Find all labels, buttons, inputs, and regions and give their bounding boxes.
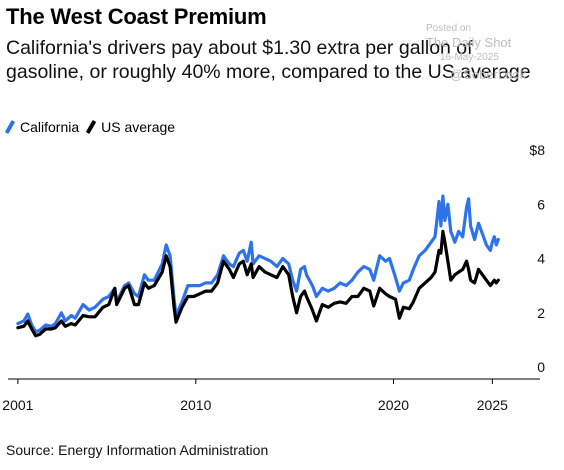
legend-item-california: California [4, 119, 80, 135]
watermark-handle: @SoberLook [450, 67, 527, 82]
y-tick-label-2: 2 [537, 305, 545, 321]
x-tick-label-2001: 2001 [2, 397, 33, 413]
x-tick-label-2025: 2025 [477, 397, 508, 413]
source-note: Source: Energy Information Administratio… [6, 442, 269, 458]
chart-subtitle: California's drivers pay about $1.30 ext… [6, 37, 531, 83]
chart-title: The West Coast Premium [6, 4, 267, 29]
series-line-california [16, 194, 500, 334]
x-tick-label-2020: 2020 [378, 397, 409, 413]
y-tick-label-6: 6 [537, 196, 545, 212]
chart-legend: California US average [4, 119, 185, 135]
watermark-posted-on: Posted on [426, 23, 472, 34]
legend-label-california: California [20, 119, 80, 135]
legend-label-us-average: US average [101, 119, 176, 135]
watermark-date: 16-May-2025 [440, 52, 499, 63]
y-tick-label-8: $8 [529, 142, 545, 158]
x-tick-label-2010: 2010 [180, 397, 211, 413]
watermark: Posted on The Daily Shot 16-May-2025 @So… [426, 22, 556, 86]
y-tick-label-0: 0 [537, 359, 545, 375]
watermark-brand: The Daily Shot [426, 35, 512, 50]
y-tick-label-4: 4 [537, 251, 545, 267]
legend-item-us-average: US average [85, 119, 176, 135]
line-chart: 2001 2010 2020 2025 0 2 4 6 $8 [2, 142, 545, 413]
series-line-us-average [16, 229, 500, 338]
